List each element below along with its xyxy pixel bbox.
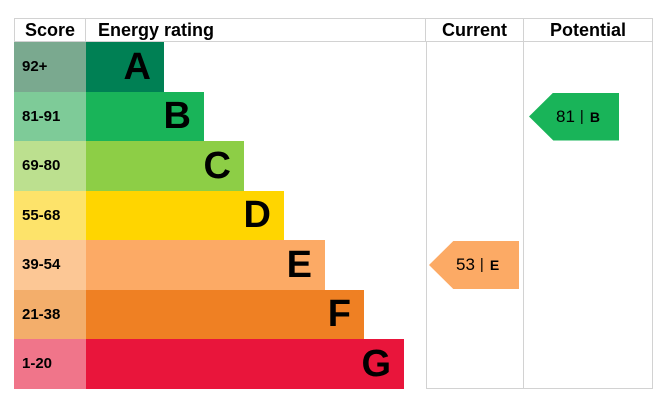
current-header: Current	[426, 19, 524, 41]
band-letter: F	[327, 293, 351, 336]
score-range-label: 39-54	[14, 240, 86, 290]
band-rows: 92+ A 81-91 B 69-80 C 55-68 D 39-54 E 21…	[14, 42, 653, 389]
band-letter: C	[203, 144, 231, 187]
potential-band-letter: B	[589, 108, 600, 125]
band-row: 39-54 E	[14, 240, 653, 290]
energy-band-bar: E	[86, 240, 325, 290]
rating-separator: |	[479, 256, 484, 273]
potential-header: Potential	[524, 19, 653, 41]
energy-rating-header: Energy rating	[86, 19, 426, 41]
band-row: 81-91 B	[14, 91, 653, 141]
rating-separator: |	[579, 107, 584, 125]
score-range-label: 21-38	[14, 289, 86, 339]
band-row: 21-38 F	[14, 289, 653, 339]
band-letter: G	[361, 342, 391, 385]
band-letter: D	[243, 194, 271, 237]
score-range-label: 92+	[14, 42, 86, 92]
energy-band-bar: A	[86, 42, 164, 92]
potential-value: 81	[556, 106, 575, 126]
band-row: 55-68 D	[14, 190, 653, 240]
current-value: 53	[456, 255, 475, 274]
score-range-label: 81-91	[14, 91, 86, 141]
band-letter: E	[286, 243, 312, 286]
energy-band-bar: F	[86, 289, 364, 339]
band-row: 1-20 G	[14, 339, 653, 389]
epc-table: Score Energy rating Current Potential 92…	[14, 18, 653, 389]
band-row: 69-80 C	[14, 141, 653, 191]
band-letter: B	[163, 95, 191, 138]
current-column	[426, 42, 524, 389]
band-letter: A	[123, 45, 151, 88]
band-row: 92+ A	[14, 42, 653, 92]
current-band-letter: E	[489, 257, 500, 273]
score-range-label: 55-68	[14, 190, 86, 240]
score-range-label: 69-80	[14, 141, 86, 191]
table-header-row: Score Energy rating Current Potential	[14, 18, 653, 42]
potential-column	[524, 42, 653, 389]
score-header: Score	[14, 19, 86, 41]
score-range-label: 1-20	[14, 339, 86, 389]
energy-band-bar: G	[86, 339, 404, 389]
energy-band-bar: B	[86, 91, 204, 141]
energy-band-bar: C	[86, 141, 244, 191]
energy-band-bar: D	[86, 190, 284, 240]
